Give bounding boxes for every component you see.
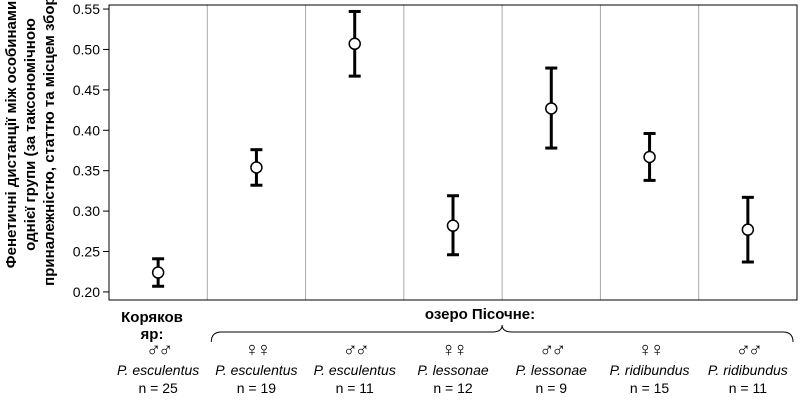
x-category-label: ♀♀ P. ridibundus n = 15: [599, 339, 701, 397]
plot-frame: [108, 4, 798, 301]
y-tick-label: 0.45: [73, 82, 100, 98]
male-pair-symbol: ♂♂: [539, 339, 566, 361]
location-label-right: озеро Пісочне:: [424, 306, 536, 323]
species-name: P. lessonae: [515, 362, 587, 378]
data-point-group: [250, 148, 263, 187]
data-point-group: [741, 195, 755, 264]
y-tick-label: 0.40: [73, 122, 100, 138]
species-name: P. ridibundus: [707, 362, 788, 378]
mean-marker: [151, 266, 165, 279]
species-name: P. esculentus: [313, 362, 396, 378]
y-axis-label-line: приналежністю, статтю та місцем збору): [41, 0, 58, 286]
mean-marker: [446, 219, 460, 232]
x-category-label: ♂♂ P. esculentus n = 25: [107, 339, 209, 397]
sample-size: n = 9: [535, 380, 568, 396]
mean-marker: [545, 102, 558, 115]
x-category-label: ♀♀ P. esculentus n = 19: [205, 339, 307, 397]
male-pair-symbol: ♂♂: [735, 339, 763, 361]
female-pair-symbol: ♀♀: [441, 339, 468, 361]
species-name: P. ridibundus: [609, 362, 690, 378]
sample-size: n = 25: [138, 380, 178, 396]
data-point-group: [348, 9, 361, 78]
sample-size: n = 11: [335, 380, 374, 396]
y-tick-label: 0.25: [73, 244, 100, 260]
data-point-group: [545, 66, 558, 150]
y-axis-label-line: однієї групи (за таксономічною: [22, 18, 39, 251]
species-name: P. esculentus: [215, 362, 298, 378]
x-category-label: ♂♂ P. esculentus n = 11: [304, 339, 406, 397]
female-pair-symbol: ♀♀: [244, 339, 271, 361]
mean-marker: [643, 150, 656, 164]
y-tick-label: 0.50: [73, 41, 100, 57]
data-point-group: [151, 257, 165, 288]
grid-lines: [206, 5, 700, 300]
x-category-label: ♂♂ P. ridibundus n = 11: [697, 339, 799, 397]
data-point-group: [446, 194, 460, 257]
y-tick-label: 0.30: [73, 203, 100, 219]
sample-size: n = 12: [433, 380, 473, 396]
x-category-label: ♀♀ P. lessonae n = 12: [402, 339, 504, 397]
x-category-label: ♂♂ P. lessonae n = 9: [500, 339, 602, 397]
axes: [108, 4, 798, 301]
y-tick-label: 0.35: [73, 163, 100, 179]
mean-marker: [741, 223, 755, 236]
data-series: [151, 9, 755, 288]
group-brace: [210, 324, 794, 343]
y-tick-label: 0.20: [73, 284, 100, 300]
y-axis-label-line: Фенетичні дистанції між особинами: [3, 1, 20, 268]
species-name: P. lessonae: [417, 362, 489, 378]
mean-marker: [250, 161, 263, 174]
data-point-group: [643, 132, 656, 182]
sample-size: n = 15: [629, 380, 670, 396]
male-pair-symbol: ♂♂: [146, 339, 173, 361]
y-axis-label: Фенетичні дистанції між особинами однієї …: [3, 0, 58, 286]
location-label-left: Коряков яр:: [121, 309, 183, 343]
sample-size: n = 19: [236, 380, 277, 396]
species-name: P. esculentus: [117, 362, 200, 378]
y-tick-label: 0.55: [73, 1, 100, 17]
male-pair-symbol: ♂♂: [342, 339, 370, 361]
y-ticks: 0.20 0.25 0.30 0.35 0.40 0.45 0.50 0.55: [73, 1, 109, 300]
female-pair-symbol: ♀♀: [637, 339, 665, 361]
sample-size: n = 11: [728, 380, 767, 396]
mean-marker: [348, 37, 361, 51]
